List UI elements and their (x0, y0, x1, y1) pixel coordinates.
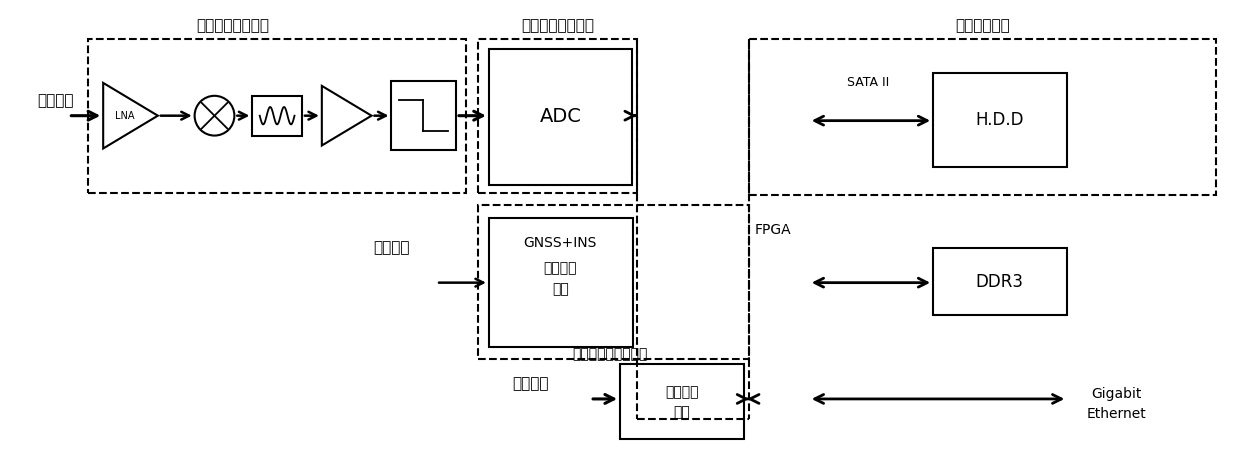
Text: 天线输入: 天线输入 (37, 93, 74, 108)
Text: SATA II: SATA II (847, 77, 890, 89)
Bar (489, 49, 632, 185)
Text: Gigabit: Gigabit (1092, 387, 1142, 401)
Bar (489, 218, 633, 347)
Text: LNA: LNA (115, 111, 135, 120)
Text: 组合导航: 组合导航 (544, 261, 577, 275)
Bar (750, 39, 1217, 195)
Text: GNSS+INS: GNSS+INS (524, 236, 597, 250)
Text: 视频采集: 视频采集 (665, 386, 699, 400)
Bar (478, 39, 637, 193)
Text: 系统: 系统 (673, 405, 690, 419)
Text: Ethernet: Ethernet (1087, 407, 1147, 421)
Text: ADC: ADC (539, 107, 581, 126)
Text: 流盘存储模块: 流盘存储模块 (955, 18, 1010, 33)
Bar (933, 248, 1067, 315)
Text: FPGA: FPGA (755, 223, 790, 237)
Text: 采集中频处理模块: 采集中频处理模块 (520, 18, 593, 33)
Bar (88, 39, 466, 193)
Text: 天线输入: 天线输入 (373, 241, 410, 255)
Bar (392, 81, 456, 150)
Text: 视频输入: 视频输入 (512, 376, 549, 391)
Bar (620, 364, 745, 439)
Bar (253, 96, 302, 135)
Text: 高精度定位基准模块: 高精度定位基准模块 (572, 347, 648, 361)
Text: H.D.D: H.D.D (975, 111, 1023, 129)
Text: 采集射频处理模块: 采集射频处理模块 (196, 18, 269, 33)
Bar (478, 205, 750, 359)
Bar (933, 73, 1067, 167)
Text: DDR3: DDR3 (975, 273, 1023, 291)
Text: 系统: 系统 (553, 283, 569, 297)
